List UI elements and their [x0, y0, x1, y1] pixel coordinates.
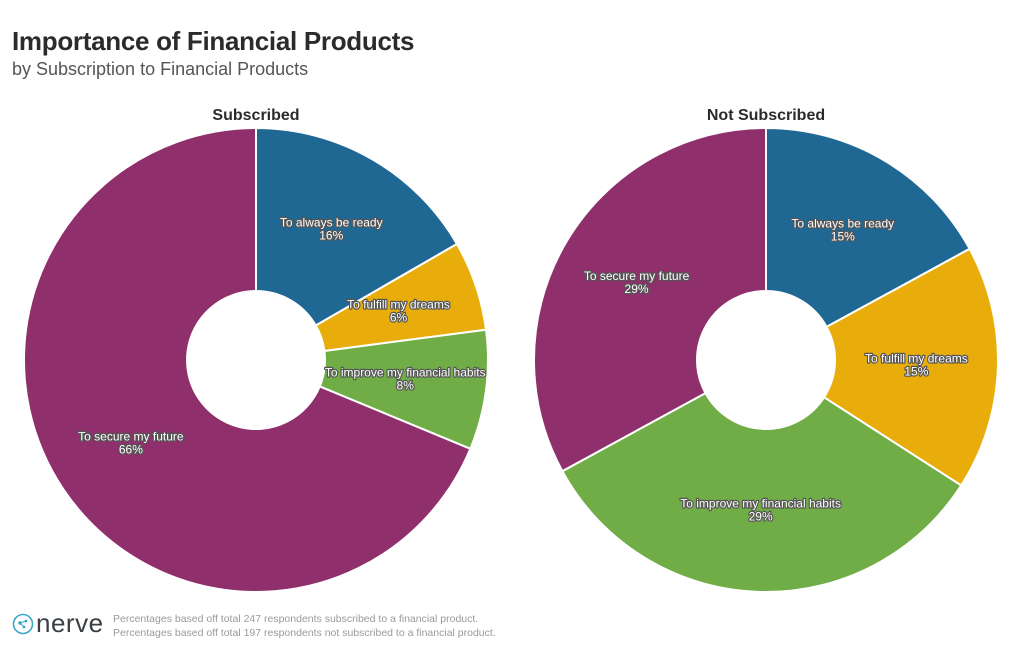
footnote-not-subscribed: Percentages based off total 197 responde… — [113, 627, 496, 639]
slice-label-to-improve-my-financial-habits: To improve my financial habits 8% — [325, 366, 486, 393]
slice-label-to-fulfill-my-dreams: To fulfill my dreams 15% — [865, 351, 968, 378]
slice-label-to-secure-my-future: To secure my future 29% — [584, 269, 690, 296]
footnote-subscribed: Percentages based off total 247 responde… — [113, 613, 479, 625]
slice-to-always-be-ready[interactable] — [765, 126, 971, 329]
logo-mark-icon — [12, 613, 34, 635]
chart-panel-title: Not Subscribed — [707, 107, 825, 124]
slice-to-secure-my-future[interactable] — [23, 126, 472, 593]
logo-text: nerve — [36, 608, 104, 638]
footnotes: Percentages based off total 247 responde… — [113, 612, 496, 640]
slice-label-to-improve-my-financial-habits: To improve my financial habits 29% — [680, 496, 841, 523]
slice-label-to-always-be-ready: To always be ready 16% — [280, 216, 383, 243]
slice-to-secure-my-future[interactable] — [533, 126, 767, 473]
nerve-logo: nerve — [12, 608, 108, 638]
charts-area: Subscribed To always be ready 16% To fulfil… — [23, 107, 999, 593]
slice-label-to-secure-my-future: To secure my future 66% — [78, 430, 184, 457]
footer: nerve Percentages based off total 247 re… — [12, 608, 912, 642]
donut-chart-not-subscribed: Not Subscribed To always be ready 15% To fu… — [533, 107, 999, 593]
chart-panel-title: Subscribed — [212, 107, 299, 124]
slice-to-fulfill-my-dreams[interactable] — [822, 247, 999, 487]
slice-label-to-fulfill-my-dreams: To fulfill my dreams 6% — [347, 298, 450, 325]
slice-to-improve-my-financial-habits[interactable] — [561, 391, 963, 593]
donut-chart-subscribed: Subscribed To always be ready 16% To fulfil… — [23, 107, 489, 593]
slice-label-to-always-be-ready: To always be ready 15% — [791, 217, 894, 244]
chart-subtitle: by Subscription to Financial Products — [12, 59, 309, 79]
chart-title: Importance of Financial Products — [12, 26, 415, 56]
slice-to-always-be-ready[interactable] — [255, 126, 459, 327]
